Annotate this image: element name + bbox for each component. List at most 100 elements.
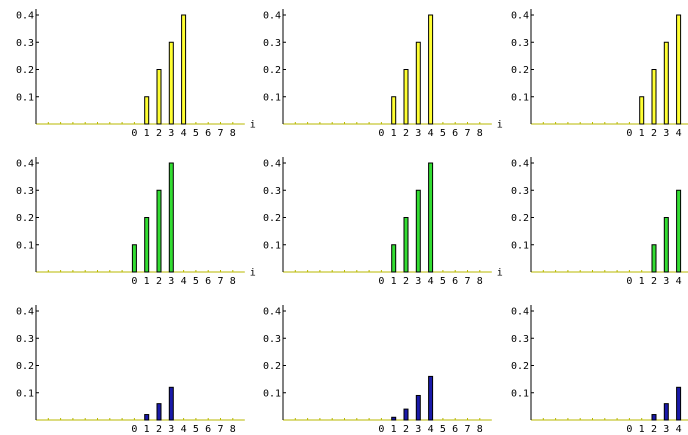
x-tick-label: 3 xyxy=(168,276,174,287)
bar xyxy=(181,14,187,125)
y-tick-label: 0.1 xyxy=(16,240,34,251)
y-tick-label: 0.4 xyxy=(511,159,529,170)
y-tick-label: 0.2 xyxy=(263,361,281,372)
x-tick-label: 8 xyxy=(477,276,483,287)
x-tick-label: 2 xyxy=(651,424,657,435)
x-tick-label: 7 xyxy=(217,424,223,435)
y-tick-label: 0.3 xyxy=(511,334,529,345)
y-tick-label: 0.1 xyxy=(263,388,281,399)
bar xyxy=(144,96,150,125)
x-tick-label: 4 xyxy=(428,128,434,139)
bar xyxy=(651,414,657,421)
x-tick-label: 2 xyxy=(403,276,409,287)
x-axis-label: i xyxy=(250,268,256,279)
y-tick-label: 0.1 xyxy=(16,92,34,103)
x-tick-label: 2 xyxy=(403,424,409,435)
bar xyxy=(415,189,421,273)
y-tick-label: 0.1 xyxy=(511,388,529,399)
x-tick-label: 4 xyxy=(676,424,682,435)
x-tick-label: 4 xyxy=(428,276,434,287)
bar xyxy=(428,14,434,125)
y-tick-label: 0.3 xyxy=(511,38,529,49)
x-axis-label: i xyxy=(497,268,503,279)
y-tick-label: 0.1 xyxy=(263,240,281,251)
y-tick-label: 0.4 xyxy=(16,159,34,170)
y-tick-label: 0.2 xyxy=(16,213,34,224)
x-tick-label: 5 xyxy=(193,128,199,139)
y-tick-label: 0.2 xyxy=(511,361,529,372)
x-tick-label: 7 xyxy=(464,424,470,435)
x-tick-label: 1 xyxy=(391,276,397,287)
bar xyxy=(403,408,409,421)
y-tick-label: 0.1 xyxy=(16,388,34,399)
y-tick-label: 0.4 xyxy=(16,307,34,318)
y-tick-label: 0.2 xyxy=(263,213,281,224)
x-tick-label: 1 xyxy=(144,128,150,139)
x-tick-label: 8 xyxy=(230,424,236,435)
bar xyxy=(676,189,682,273)
y-tick-label: 0.3 xyxy=(16,38,34,49)
y-tick-label: 0.2 xyxy=(263,65,281,76)
x-tick-label: 3 xyxy=(663,128,669,139)
x-tick-label: 5 xyxy=(193,424,199,435)
y-tick-label: 0.4 xyxy=(511,11,529,22)
bar xyxy=(663,217,669,273)
bar xyxy=(663,403,669,421)
x-tick-label: 5 xyxy=(193,276,199,287)
x-axis-label: i xyxy=(250,120,256,131)
x-tick-label: 2 xyxy=(156,276,162,287)
x-tick-label: 1 xyxy=(391,128,397,139)
y-tick-label: 0.3 xyxy=(511,186,529,197)
x-tick-label: 4 xyxy=(181,276,187,287)
bar xyxy=(168,386,174,421)
x-tick-label: 5 xyxy=(440,128,446,139)
bar xyxy=(391,416,397,421)
bar xyxy=(168,162,174,273)
bar xyxy=(168,41,174,125)
bar xyxy=(428,375,434,421)
x-tick-label: 1 xyxy=(639,128,645,139)
x-tick-label: 1 xyxy=(144,424,150,435)
x-tick-label: 4 xyxy=(428,424,434,435)
x-tick-label: 6 xyxy=(205,424,211,435)
y-tick-label: 0.2 xyxy=(16,361,34,372)
x-tick-label: 8 xyxy=(477,424,483,435)
y-tick-label: 0.3 xyxy=(16,334,34,345)
bar xyxy=(651,244,657,273)
bar xyxy=(156,69,162,125)
x-tick-label: 0 xyxy=(378,128,384,139)
x-tick-label: 4 xyxy=(181,128,187,139)
bar xyxy=(415,41,421,125)
bar xyxy=(403,69,409,125)
x-tick-label: 7 xyxy=(464,276,470,287)
x-tick-label: 2 xyxy=(156,128,162,139)
y-tick-label: 0.4 xyxy=(511,307,529,318)
y-tick-label: 0.4 xyxy=(263,307,281,318)
bar xyxy=(639,96,645,125)
y-tick-label: 0.2 xyxy=(511,65,529,76)
x-tick-label: 0 xyxy=(626,276,632,287)
x-tick-label: 6 xyxy=(452,276,458,287)
x-tick-label: 5 xyxy=(440,424,446,435)
y-tick-label: 0.2 xyxy=(16,65,34,76)
x-tick-label: 0 xyxy=(378,276,384,287)
x-tick-label: 8 xyxy=(477,128,483,139)
bar xyxy=(428,162,434,273)
bar xyxy=(131,244,137,273)
x-tick-label: 7 xyxy=(464,128,470,139)
x-tick-label: 8 xyxy=(230,128,236,139)
x-tick-label: 5 xyxy=(440,276,446,287)
bar xyxy=(391,96,397,125)
y-tick-label: 0.3 xyxy=(16,186,34,197)
y-tick-label: 0.3 xyxy=(263,38,281,49)
x-tick-label: 3 xyxy=(663,276,669,287)
y-tick-label: 0.1 xyxy=(263,92,281,103)
